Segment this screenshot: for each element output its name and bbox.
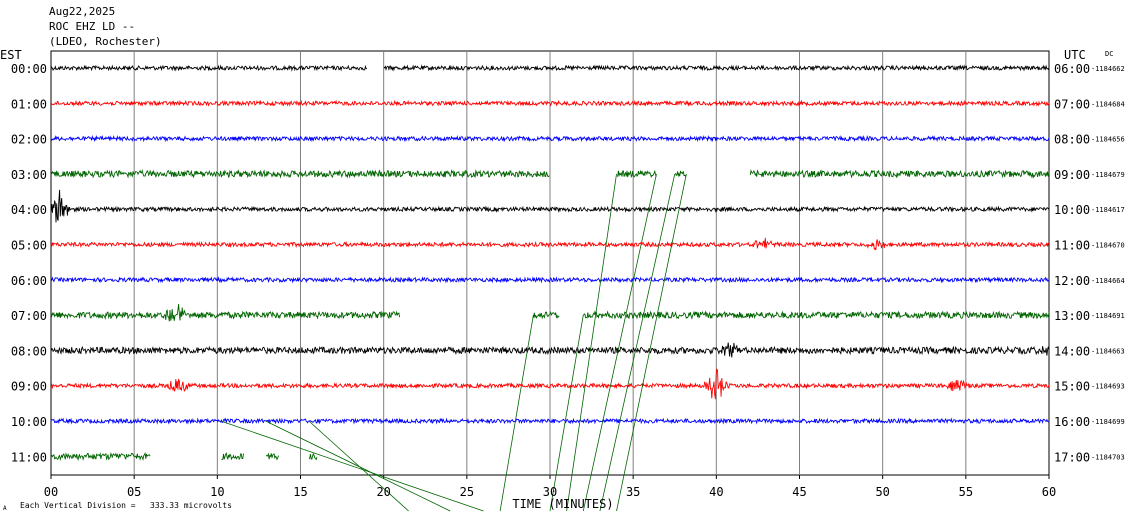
trace-row-08:00 <box>50 342 1050 358</box>
x-tick-label: 45 <box>792 485 806 499</box>
est-time-label: 06:00 <box>11 274 47 288</box>
x-tick-label: 60 <box>1042 485 1056 499</box>
utc-time-label: 07:00 <box>1054 97 1090 111</box>
utc-time-label: 15:00 <box>1054 380 1090 394</box>
traces <box>50 64 1050 512</box>
utc-time-label: 16:00 <box>1054 415 1090 429</box>
x-tick-label: 50 <box>875 485 889 499</box>
trace-connector <box>265 420 451 512</box>
trace-row-01:00 <box>50 99 1050 107</box>
trace-connector <box>616 173 687 512</box>
est-time-label: 07:00 <box>11 309 47 323</box>
dc-offset-label: -1184684 <box>1091 100 1125 108</box>
header-date: Aug22,2025 <box>49 5 116 18</box>
x-tick-label: 10 <box>210 485 224 499</box>
est-time-label: 05:00 <box>11 239 47 253</box>
trace-row-00:00 <box>50 64 1050 72</box>
est-time-label: 03:00 <box>11 168 47 182</box>
dc-offset-label: -1184679 <box>1091 171 1125 179</box>
trace-connector <box>566 173 617 512</box>
est-time-label: 00:00 <box>11 62 47 76</box>
header-network: (LDEO, Rochester) <box>49 35 162 48</box>
utc-time-label: 11:00 <box>1054 239 1090 253</box>
dc-offset-label: -1184691 <box>1091 312 1125 320</box>
dc-offset-label: -1184670 <box>1091 242 1125 250</box>
dc-offset-label: -1184663 <box>1091 347 1125 355</box>
x-tick-label: 40 <box>709 485 723 499</box>
est-time-label: 10:00 <box>11 415 47 429</box>
trace-row-11:00 <box>50 451 318 461</box>
dc-offset-label: -1184664 <box>1091 277 1125 285</box>
x-tick-label: 15 <box>293 485 307 499</box>
trace-connector <box>499 315 534 512</box>
grid-lines <box>50 50 1050 479</box>
utc-time-label: 17:00 <box>1054 450 1090 464</box>
x-tick-label: 55 <box>959 485 973 499</box>
dc-offset-label: -1184703 <box>1091 453 1125 461</box>
dc-offset-label: -1184699 <box>1091 418 1125 426</box>
dc-label: DC <box>1105 50 1113 58</box>
trace-connector <box>220 420 484 512</box>
x-tick-label: 00 <box>44 485 58 499</box>
est-time-label: 02:00 <box>11 133 47 147</box>
est-time-label: 11:00 <box>11 450 47 464</box>
trace-connector <box>549 315 584 512</box>
x-tick-label: 25 <box>460 485 474 499</box>
dc-offset-label: -1184617 <box>1091 206 1125 214</box>
trace-connector <box>599 173 676 512</box>
est-time-label: 09:00 <box>11 380 47 394</box>
trace-row-02:00 <box>50 134 1050 143</box>
x-tick-label: 20 <box>376 485 390 499</box>
est-time-label: 04:00 <box>11 203 47 217</box>
utc-time-label: 08:00 <box>1054 133 1090 147</box>
scale-value: 333.33 microvolts <box>150 501 232 510</box>
trace-row-03:00 <box>50 168 1050 179</box>
dc-offset-label: -1184662 <box>1091 65 1125 73</box>
utc-time-label: 06:00 <box>1054 62 1090 76</box>
trace-connector <box>582 173 657 512</box>
x-tick-label: 30 <box>543 485 557 499</box>
trace-row-10:00 <box>50 417 1050 425</box>
utc-time-label: 12:00 <box>1054 274 1090 288</box>
utc-label: UTC <box>1064 48 1086 62</box>
x-tick-labels: 00 05 10 15 20 25 30 35 40 45 50 55 60 <box>44 485 1056 499</box>
trace-row-05:00 <box>50 237 1050 251</box>
utc-time-label: 09:00 <box>1054 168 1090 182</box>
scale-note: Each Vertical Division = <box>20 501 136 510</box>
utc-time-label: 14:00 <box>1054 344 1090 358</box>
utc-time-label: 10:00 <box>1054 203 1090 217</box>
header-station: ROC EHZ LD -- <box>49 20 136 33</box>
trace-row-06:00 <box>50 276 1050 284</box>
x-tick-label: 35 <box>626 485 640 499</box>
trace-row-04:00 <box>50 189 1050 223</box>
x-axis-title: TIME (MINUTES) <box>512 497 613 511</box>
utc-time-label: 13:00 <box>1054 309 1090 323</box>
dc-offset-label: -1184656 <box>1091 136 1125 144</box>
trace-row-09:00 <box>50 368 1050 400</box>
est-label: EST <box>0 48 22 62</box>
est-time-label: 01:00 <box>11 97 47 111</box>
x-tick-label: 05 <box>127 485 141 499</box>
corner-mark: A <box>3 505 7 512</box>
dc-offset-label: -1184693 <box>1091 383 1125 391</box>
est-time-label: 08:00 <box>11 344 47 358</box>
trace-row-07:00 <box>50 304 1050 322</box>
